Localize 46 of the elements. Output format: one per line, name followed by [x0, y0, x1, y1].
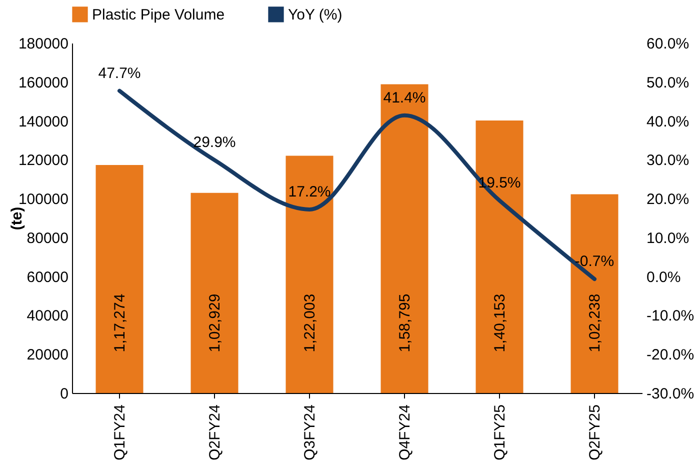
y-tick-label: 100000 — [18, 191, 68, 208]
data-label: 1,02,929 — [206, 294, 224, 352]
x-tick-label: Q3FY24 — [302, 404, 318, 460]
data-label: 29.9% — [193, 134, 236, 152]
bar — [570, 194, 618, 393]
y-tick-label: 20000 — [26, 346, 68, 364]
x-tick-label: Q4FY24 — [396, 404, 414, 460]
data-label: 1,40,153 — [492, 294, 508, 352]
x-tick-label: Q2FY24 — [206, 404, 224, 460]
y2-tick-label: -20.0% — [646, 346, 694, 364]
data-label: 47.7% — [98, 64, 141, 82]
y-tick-label: 60000 — [26, 268, 68, 286]
data-label: 41.4% — [383, 89, 426, 106]
y2-tick-label: 40.0% — [646, 113, 690, 130]
x-tick-label: Q2FY25 — [586, 404, 604, 460]
y2-tick-label: 10.0% — [646, 230, 690, 247]
y-tick-label: 160000 — [18, 74, 68, 92]
legend-label: Plastic Pipe Volume — [92, 6, 225, 24]
bar — [96, 164, 144, 393]
legend-label: YoY (%) — [288, 6, 342, 24]
y-tick-label: 80000 — [26, 230, 68, 247]
y-axis-title: (te) — [8, 206, 26, 230]
data-label: 1,02,238 — [586, 294, 604, 352]
y2-tick-label: 50.0% — [646, 74, 690, 92]
y2-tick-label: -30.0% — [646, 386, 694, 402]
y2-tick-label: -10.0% — [646, 308, 694, 325]
y-tick-label: 0 — [60, 386, 68, 402]
y2-tick-label: 20.0% — [646, 191, 690, 208]
data-label: 1,22,003 — [302, 294, 318, 352]
y-tick-label: 180000 — [18, 36, 68, 52]
bar — [476, 120, 524, 393]
data-label: 1,58,795 — [396, 294, 414, 352]
y-tick-label: 120000 — [18, 152, 68, 170]
y2-tick-label: 0.0% — [646, 268, 681, 286]
data-label: -0.7% — [574, 253, 614, 270]
data-label: 1,17,274 — [112, 294, 128, 352]
bar — [190, 192, 238, 393]
y2-tick-label: 30.0% — [646, 152, 690, 170]
x-tick-label: Q1FY24 — [112, 404, 128, 460]
data-label: 17.2% — [288, 183, 331, 200]
y-tick-label: 140000 — [18, 113, 68, 130]
bar — [286, 156, 334, 393]
y2-tick-label: 60.0% — [646, 36, 690, 52]
bar — [380, 84, 428, 393]
x-tick-label: Q1FY25 — [492, 404, 508, 460]
y-tick-label: 40000 — [26, 308, 68, 325]
